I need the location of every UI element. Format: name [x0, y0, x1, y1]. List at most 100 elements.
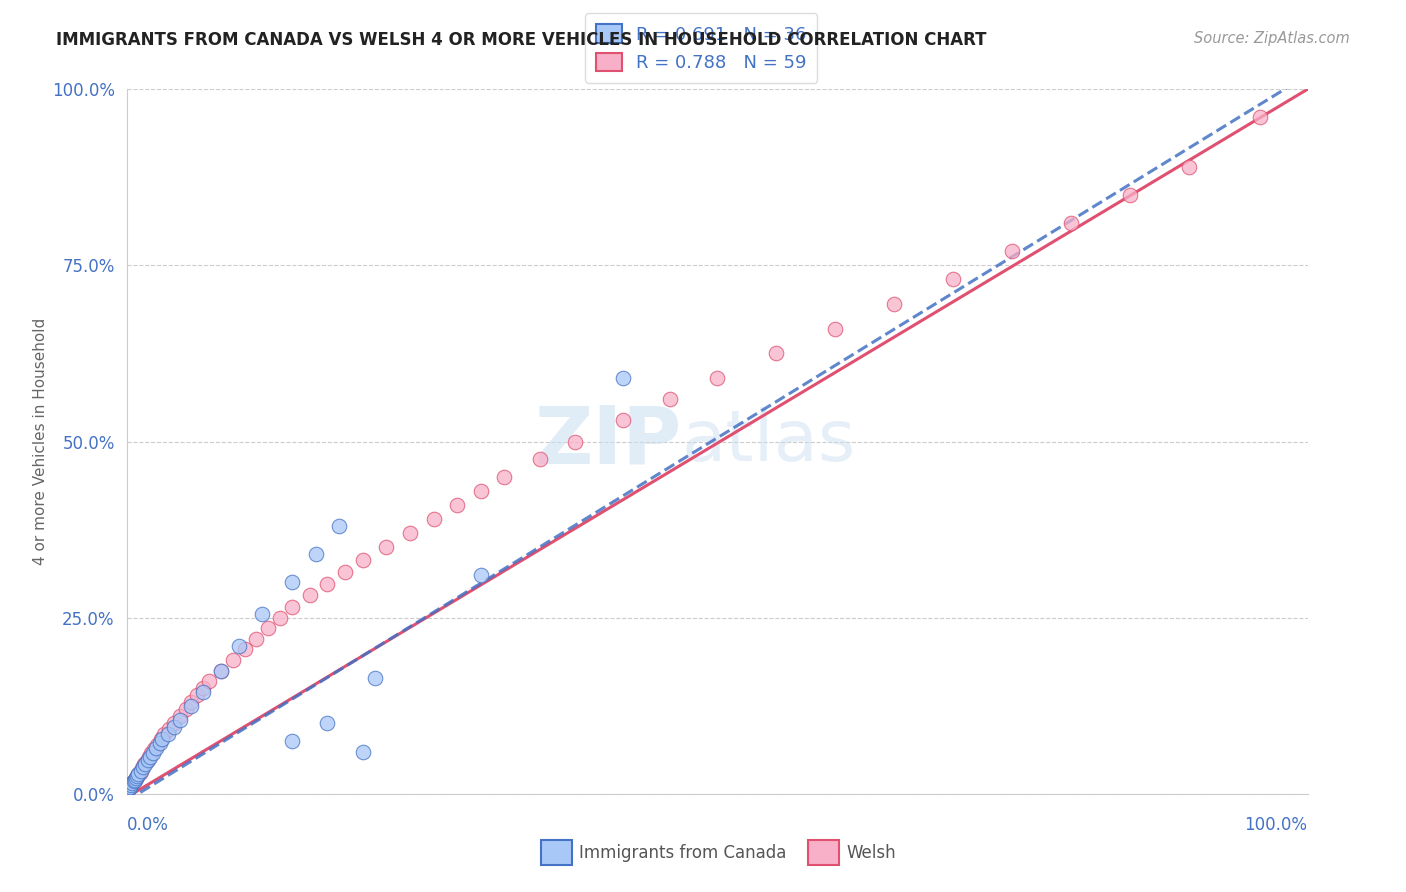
Point	[134, 757, 156, 772]
Point	[141, 746, 163, 760]
Point	[127, 769, 149, 783]
Point	[121, 776, 143, 790]
Point	[352, 745, 374, 759]
Point	[117, 783, 139, 797]
Text: ZIP: ZIP	[534, 402, 682, 481]
Point	[942, 272, 965, 286]
Point	[316, 577, 339, 591]
Point	[222, 653, 245, 667]
Point	[125, 772, 148, 786]
Point	[134, 757, 156, 772]
Point	[257, 621, 280, 635]
Point	[824, 322, 846, 336]
Text: 0.0%: 0.0%	[127, 816, 169, 834]
Point	[529, 452, 551, 467]
Point	[128, 765, 150, 780]
Point	[149, 736, 172, 750]
Point	[163, 720, 186, 734]
Point	[1001, 244, 1024, 259]
Point	[169, 709, 191, 723]
Point	[180, 695, 202, 709]
Legend: R = 0.691   N = 36, R = 0.788   N = 59: R = 0.691 N = 36, R = 0.788 N = 59	[585, 13, 817, 83]
Point	[153, 727, 176, 741]
Point	[281, 600, 304, 615]
Point	[706, 371, 728, 385]
Point	[564, 434, 586, 449]
Point	[118, 781, 141, 796]
Text: Source: ZipAtlas.com: Source: ZipAtlas.com	[1194, 31, 1350, 46]
Point	[281, 575, 304, 590]
Point	[131, 761, 153, 775]
Point	[146, 738, 169, 752]
Point	[269, 610, 291, 624]
Point	[149, 731, 172, 746]
Point	[120, 779, 142, 793]
Point	[145, 741, 167, 756]
Point	[209, 664, 232, 678]
Point	[156, 727, 179, 741]
Point	[281, 734, 304, 748]
Point	[120, 779, 142, 793]
Point	[612, 413, 634, 427]
Point	[883, 297, 905, 311]
Point	[245, 632, 267, 646]
Text: atlas: atlas	[682, 407, 856, 476]
Point	[1178, 160, 1201, 174]
Point	[363, 671, 385, 685]
Point	[1119, 187, 1142, 202]
Point	[122, 774, 145, 789]
Point	[135, 754, 157, 768]
Point	[658, 392, 681, 407]
Point	[422, 512, 444, 526]
Point	[136, 753, 159, 767]
Point	[352, 553, 374, 567]
Point	[124, 772, 146, 787]
Point	[127, 767, 149, 781]
Point	[186, 688, 208, 702]
Point	[122, 774, 145, 789]
Point	[470, 483, 492, 498]
Point	[142, 742, 165, 756]
Point	[252, 607, 274, 622]
Point	[494, 469, 516, 483]
Point	[169, 713, 191, 727]
Point	[1060, 216, 1083, 230]
Point	[132, 760, 155, 774]
Point	[174, 702, 197, 716]
Y-axis label: 4 or more Vehicles in Household: 4 or more Vehicles in Household	[34, 318, 48, 566]
Point	[127, 769, 149, 783]
Text: 100.0%: 100.0%	[1244, 816, 1308, 834]
Point	[193, 681, 215, 696]
Point	[121, 776, 143, 790]
Point	[117, 783, 139, 797]
Text: Welsh: Welsh	[846, 844, 896, 862]
Text: Immigrants from Canada: Immigrants from Canada	[579, 844, 786, 862]
Point	[120, 780, 142, 794]
Point	[375, 541, 398, 555]
Text: IMMIGRANTS FROM CANADA VS WELSH 4 OR MORE VEHICLES IN HOUSEHOLD CORRELATION CHAR: IMMIGRANTS FROM CANADA VS WELSH 4 OR MOR…	[56, 31, 987, 49]
Point	[150, 731, 173, 746]
Point	[1249, 111, 1271, 125]
Point	[193, 684, 215, 698]
Point	[228, 639, 250, 653]
Point	[124, 772, 146, 787]
Point	[157, 722, 180, 736]
Point	[446, 498, 468, 512]
Point	[129, 764, 152, 779]
Point	[163, 716, 186, 731]
Point	[141, 746, 163, 760]
Point	[180, 698, 202, 713]
Point	[125, 772, 148, 786]
Point	[298, 588, 321, 602]
Point	[118, 781, 141, 796]
Point	[399, 526, 422, 541]
Point	[209, 664, 232, 678]
Point	[139, 750, 162, 764]
Point	[765, 346, 787, 360]
Point	[129, 764, 152, 778]
Point	[470, 568, 492, 582]
Point	[333, 565, 356, 579]
Point	[233, 642, 256, 657]
Point	[127, 767, 149, 781]
Point	[328, 519, 350, 533]
